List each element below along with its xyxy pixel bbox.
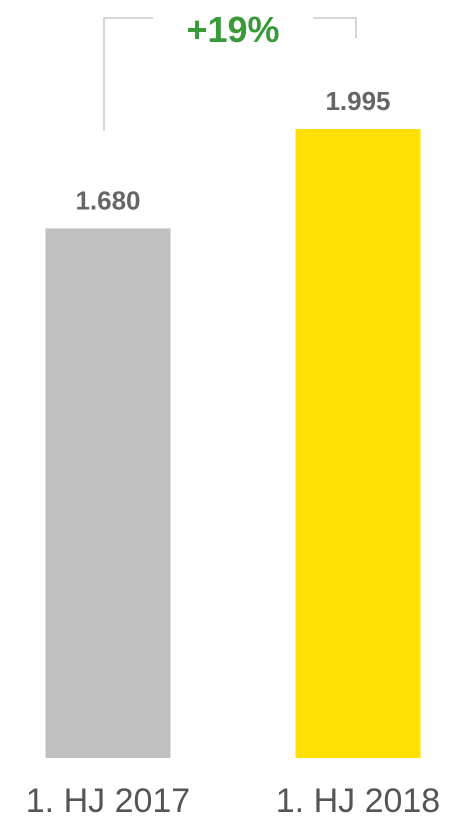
value-label-2: 1.995 — [325, 86, 390, 116]
category-label-2: 1. HJ 2018 — [276, 782, 440, 817]
value-labels-group: 1.680 1.995 — [75, 86, 390, 215]
change-label: +19% — [186, 9, 279, 50]
change-bracket-left — [103, 17, 153, 131]
bar-2 — [295, 129, 421, 759]
bar-1 — [45, 228, 171, 759]
bars-group — [45, 129, 421, 759]
category-label-1: 1. HJ 2017 — [26, 782, 190, 817]
change-annotation: +19% — [103, 9, 357, 131]
change-bracket-right — [313, 17, 357, 38]
category-labels-group: 1. HJ 2017 1. HJ 2018 — [26, 782, 440, 817]
value-label-1: 1.680 — [75, 185, 140, 215]
